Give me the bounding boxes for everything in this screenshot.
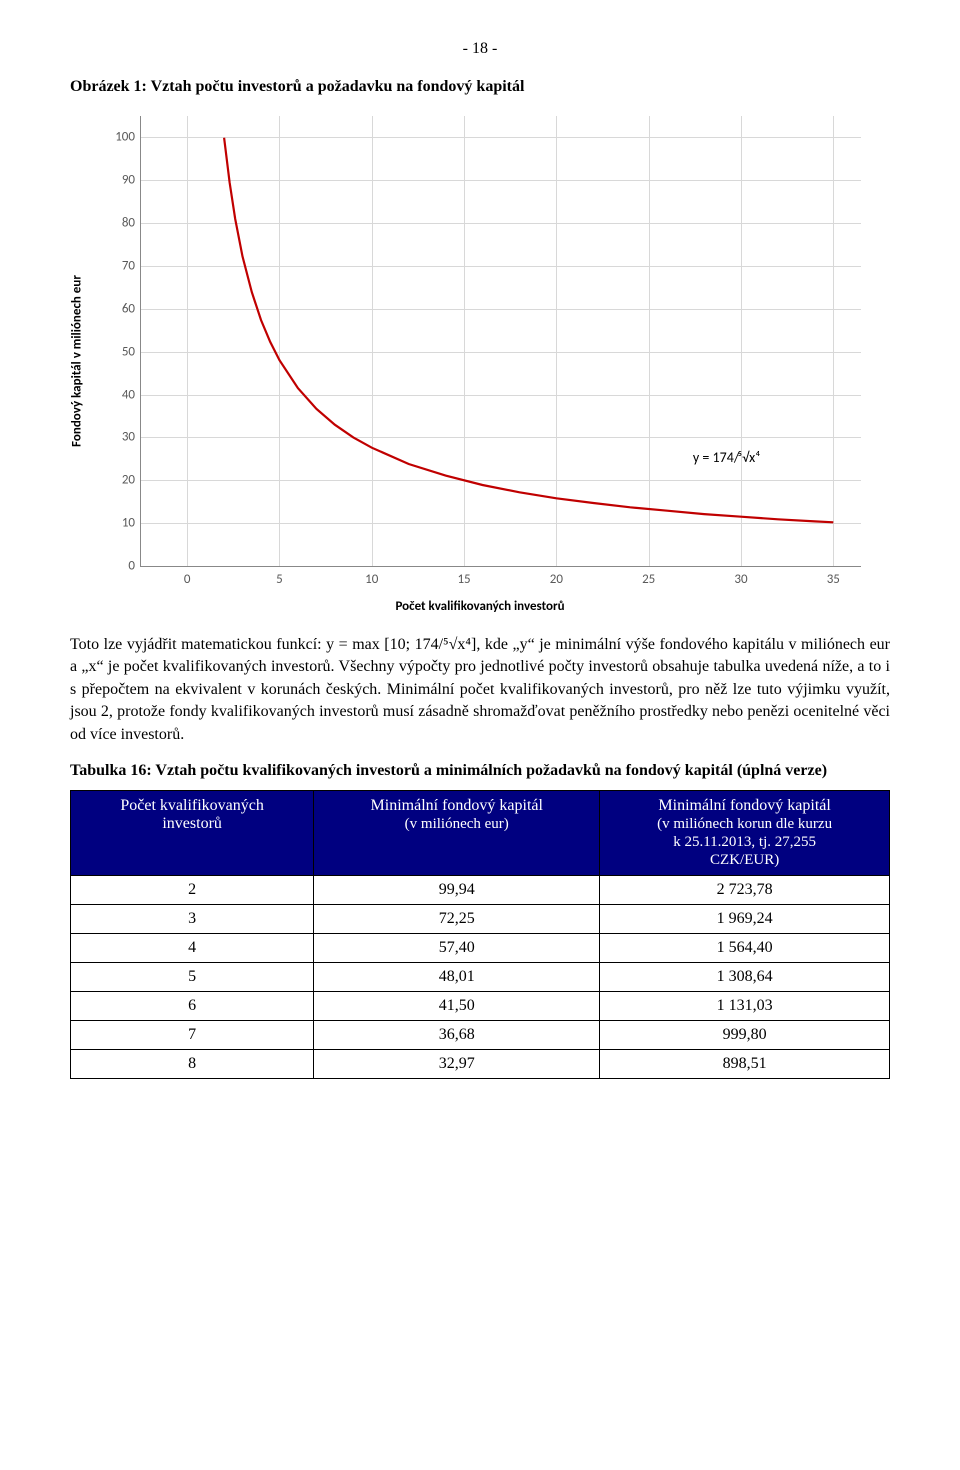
table-row: 641,501 131,03 — [71, 991, 890, 1020]
table-cell: 48,01 — [314, 962, 600, 991]
table-title: Tabulka 16: Vztah počtu kvalifikovaných … — [70, 760, 890, 782]
chart-x-tick-label: 30 — [734, 572, 747, 587]
chart-y-tick-label: 40 — [122, 387, 135, 402]
chart-y-tick-label: 100 — [115, 130, 135, 145]
table-cell: 2 — [71, 875, 314, 904]
table-row: 548,011 308,64 — [71, 962, 890, 991]
chart-x-tick-label: 5 — [276, 572, 283, 587]
chart-y-tick-label: 60 — [122, 301, 135, 316]
chart-container: Fondový kapitál v miliónech eur 01020304… — [82, 106, 878, 616]
chart-equation-label: y = 174/⁵√x⁴ — [693, 449, 760, 466]
chart-x-tick-label: 25 — [642, 572, 655, 587]
table-cell: 6 — [71, 991, 314, 1020]
table-cell: 8 — [71, 1049, 314, 1078]
table-cell: 1 308,64 — [600, 962, 890, 991]
chart-y-axis-label: Fondový kapitál v miliónech eur — [70, 275, 85, 447]
chart-plot-area: 010203040506070809010005101520253035y = … — [140, 116, 861, 567]
th-line: investorů — [162, 815, 222, 832]
chart-x-tick-label: 35 — [827, 572, 840, 587]
chart-x-axis-label: Počet kvalifikovaných investorů — [395, 599, 564, 614]
page-number: - 18 - — [70, 40, 890, 58]
table-header-col2: Minimální fondový kapitál (v miliónech k… — [600, 790, 890, 875]
body-paragraph: Toto lze vyjádřit matematickou funkcí: y… — [70, 634, 890, 746]
figure-title: Obrázek 1: Vztah počtu investorů a požad… — [70, 78, 890, 96]
th-line: CZK/EUR) — [710, 852, 779, 868]
table-cell: 57,40 — [314, 933, 600, 962]
chart-svg — [141, 116, 861, 566]
table-row: 372,251 969,24 — [71, 904, 890, 933]
table-cell: 41,50 — [314, 991, 600, 1020]
table-cell: 1 564,40 — [600, 933, 890, 962]
table-cell: 32,97 — [314, 1049, 600, 1078]
table-header-col0: Počet kvalifikovaných investorů — [71, 790, 314, 875]
chart-y-tick-label: 70 — [122, 259, 135, 274]
table-row: 736,68999,80 — [71, 1020, 890, 1049]
table-row: 457,401 564,40 — [71, 933, 890, 962]
table-row: 832,97898,51 — [71, 1049, 890, 1078]
chart-x-tick-label: 20 — [550, 572, 563, 587]
th-line: (v miliónech eur) — [405, 816, 509, 832]
table-cell: 3 — [71, 904, 314, 933]
table-cell: 36,68 — [314, 1020, 600, 1049]
table-cell: 99,94 — [314, 875, 600, 904]
chart-y-tick-label: 10 — [122, 516, 135, 531]
table-cell: 1 969,24 — [600, 904, 890, 933]
data-table: Počet kvalifikovaných investorů Minimáln… — [70, 790, 890, 1079]
chart-y-tick-label: 50 — [122, 344, 135, 359]
chart-x-tick-label: 0 — [184, 572, 191, 587]
table-cell: 72,25 — [314, 904, 600, 933]
table-cell: 999,80 — [600, 1020, 890, 1049]
table-row: 299,942 723,78 — [71, 875, 890, 904]
th-line: k 25.11.2013, tj. 27,255 — [673, 834, 816, 850]
table-header-col1: Minimální fondový kapitál (v miliónech e… — [314, 790, 600, 875]
th-line: (v miliónech korun dle kurzu — [657, 816, 832, 832]
th-line: Počet kvalifikovaných — [120, 797, 264, 814]
chart-y-tick-label: 0 — [128, 559, 135, 574]
chart-y-tick-label: 90 — [122, 173, 135, 188]
th-line: Minimální fondový kapitál — [658, 797, 830, 814]
table-cell: 1 131,03 — [600, 991, 890, 1020]
chart-y-tick-label: 20 — [122, 473, 135, 488]
chart-x-tick-label: 15 — [457, 572, 470, 587]
table-cell: 4 — [71, 933, 314, 962]
table-cell: 898,51 — [600, 1049, 890, 1078]
table-header-row: Počet kvalifikovaných investorů Minimáln… — [71, 790, 890, 875]
chart-y-tick-label: 80 — [122, 216, 135, 231]
th-line: Minimální fondový kapitál — [371, 797, 543, 814]
table-cell: 7 — [71, 1020, 314, 1049]
chart-x-tick-label: 10 — [365, 572, 378, 587]
chart-y-tick-label: 30 — [122, 430, 135, 445]
table-cell: 2 723,78 — [600, 875, 890, 904]
table-cell: 5 — [71, 962, 314, 991]
